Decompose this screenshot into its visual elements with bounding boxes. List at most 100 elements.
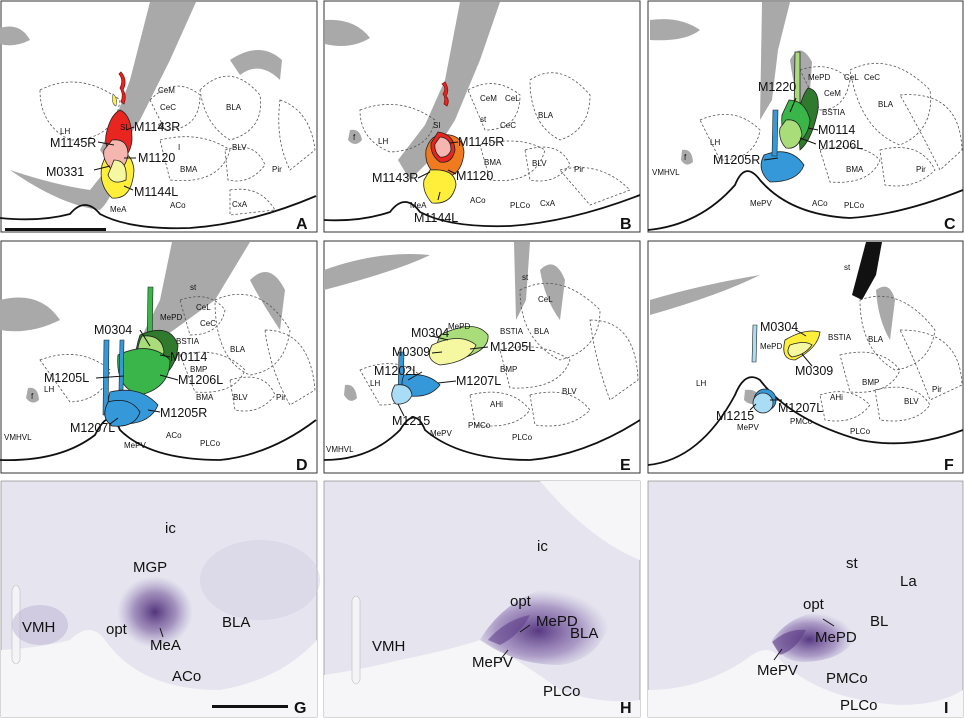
region-label: MePD (160, 313, 182, 322)
region-label: CeL (538, 295, 553, 304)
case-label: M0309 (795, 364, 833, 378)
histology-label: st (846, 555, 859, 572)
histology-label: BL (870, 613, 888, 630)
region-label: MePV (124, 441, 146, 450)
region-label: ACo (166, 431, 182, 440)
panel-c: MePD CeL CeC CeM BSTIA BLA LH f VMHVL BM… (647, 0, 964, 233)
panel-g: ic MGP VMH opt MeA BLA ACo G (0, 480, 320, 718)
region-label: BMP (862, 378, 879, 387)
case-label: M1120 (138, 151, 175, 165)
panel-a: CeM CeC BLA st LH SI I BLV BMA Pir MeA A… (0, 0, 318, 233)
case-label: M1206L (818, 138, 863, 152)
region-label: Pir (916, 165, 926, 174)
histology-label: BLA (570, 625, 598, 642)
histology-label: ic (537, 538, 548, 555)
case-label: M0304 (760, 320, 798, 334)
region-label: Pir (272, 165, 282, 174)
region-label: CxA (232, 200, 248, 209)
region-label: BMP (190, 365, 207, 374)
case-label: M1143R (134, 120, 180, 134)
region-label: PLCo (510, 201, 531, 210)
panel-i: st La opt BL MePD MePV PMCo PLCo I (647, 480, 964, 718)
region-label: MePD (448, 322, 470, 331)
region-label: PMCo (468, 421, 491, 430)
histology-label: MePV (472, 654, 513, 671)
histology-label: MGP (133, 559, 167, 576)
region-label: st (480, 115, 487, 124)
histology-label: PLCo (543, 683, 581, 700)
region-label: ACo (170, 201, 186, 210)
case-label: M0309 (392, 345, 430, 359)
region-label: LH (60, 127, 70, 136)
region-label: BLA (226, 103, 242, 112)
region-label: BLA (538, 111, 554, 120)
region-label: MePV (737, 423, 759, 432)
case-label: M1145R (50, 136, 96, 150)
case-label: M1205R (160, 406, 207, 420)
region-label: st (522, 273, 529, 282)
region-label: CeC (500, 121, 516, 130)
region-label: ACo (812, 199, 828, 208)
case-label: M1205R (713, 153, 760, 167)
region-label: BMP (500, 365, 517, 374)
case-label: M1220 (758, 80, 796, 94)
region-label: SI (120, 123, 128, 132)
region-label: AHi (830, 393, 843, 402)
region-label: BLA (230, 345, 246, 354)
case-label: M1202L (374, 364, 419, 378)
case-label: M1144L (134, 185, 178, 199)
region-label: PLCo (512, 433, 533, 442)
histology-label: BLA (222, 614, 250, 631)
region-label: BMA (180, 165, 198, 174)
case-label: M1145R (458, 135, 504, 149)
region-label: BMA (846, 165, 864, 174)
region-label: MeA (410, 201, 427, 210)
region-label: CeM (824, 89, 841, 98)
panel-letter: I (944, 700, 948, 717)
case-label: M1144L (414, 211, 458, 225)
case-label: M1205L (44, 371, 89, 385)
region-label: CeC (200, 319, 216, 328)
case-label: M1207L (778, 401, 823, 415)
region-label: CeL (505, 94, 520, 103)
case-label: M0114 (170, 350, 207, 364)
panel-letter: H (620, 700, 632, 717)
region-label: BSTIA (500, 327, 524, 336)
region-label: BMA (484, 158, 502, 167)
case-label: M0331 (46, 165, 84, 179)
panel-f: st MePD BSTIA BLA BMP LH AHi BLV Pir PMC… (647, 240, 964, 474)
region-label: BSTIA (822, 108, 846, 117)
case-label: M0304 (411, 326, 449, 340)
histology-label: VMH (372, 638, 405, 655)
region-label: MePV (430, 429, 452, 438)
region-label: SI (433, 121, 441, 130)
region-label: ACo (470, 196, 486, 205)
region-label: st (844, 263, 851, 272)
region-label: BLV (232, 143, 247, 152)
region-label: Pir (574, 165, 584, 174)
histology-label: ACo (172, 668, 201, 685)
region-label: CeL (844, 73, 859, 82)
histology-label: PMCo (826, 670, 868, 687)
region-label: CxA (540, 199, 556, 208)
histology-label: VMH (22, 619, 55, 636)
region-label: LH (696, 379, 706, 388)
region-label: Pir (276, 393, 286, 402)
histology-label: MePD (815, 629, 857, 646)
histology-label: MePD (536, 613, 578, 630)
case-label: M1120 (456, 169, 493, 183)
case-label: M1215 (392, 414, 430, 428)
region-label: AHi (490, 400, 503, 409)
case-label: M1207L (70, 421, 115, 435)
histology-label: MeA (150, 637, 181, 654)
region-label: MePD (760, 342, 782, 351)
region-label: PMCo (790, 417, 813, 426)
region-label: CeM (158, 86, 175, 95)
region-label: f (31, 392, 34, 401)
region-label: VMHVL (652, 168, 680, 177)
panel-letter: E (620, 457, 631, 474)
region-label: I (178, 143, 180, 152)
region-label: BSTIA (828, 333, 852, 342)
panel-letter: A (296, 216, 308, 233)
